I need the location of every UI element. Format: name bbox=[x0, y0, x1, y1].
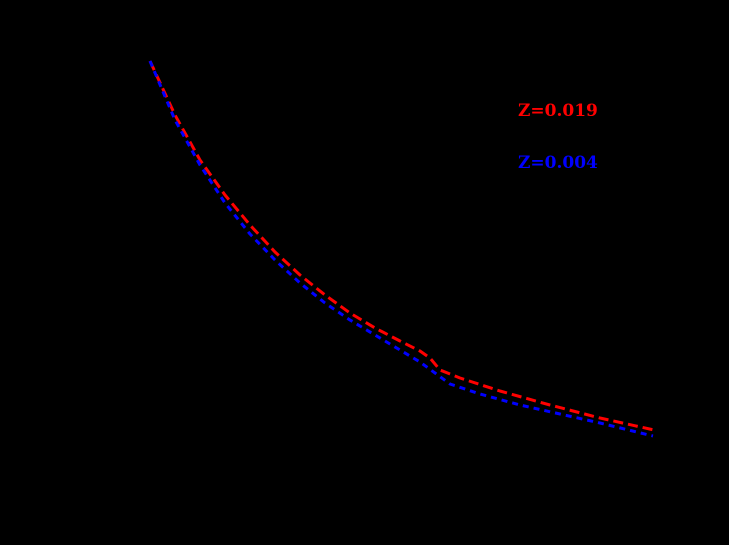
plot-frame bbox=[87, 27, 701, 481]
series-layer bbox=[148, 60, 655, 438]
legend: Z=0.019 Z=0.004 bbox=[518, 101, 598, 173]
series-line-z-0-019 bbox=[148, 60, 655, 432]
legend-label-z-0004: Z=0.004 bbox=[518, 153, 598, 173]
legend-label-z-0019: Z=0.019 bbox=[518, 101, 598, 121]
